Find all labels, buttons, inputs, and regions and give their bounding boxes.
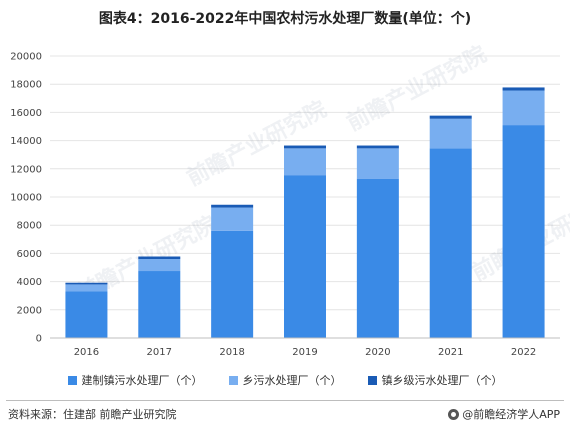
y-tick-label: 20000 <box>10 52 42 63</box>
bar-segment-2-2019 <box>284 145 326 149</box>
bar-segment-2-2021 <box>429 115 472 119</box>
bar-segment-2-2018 <box>211 204 254 208</box>
chart-title: 图表4：2016-2022年中国农村污水处理厂数量(单位：个) <box>98 11 472 27</box>
legend-label-township: 乡污水处理厂（个） <box>242 374 342 387</box>
bar-segment-0-2017 <box>138 271 181 338</box>
x-tick-label: 2016 <box>74 347 99 358</box>
footer-divider <box>6 400 564 401</box>
y-tick-label: 2000 <box>17 305 42 316</box>
x-axis-ticks: 2016 2017 2018 2019 2020 2021 2022 <box>74 347 537 358</box>
legend-label-town-township: 镇乡级污水处理厂（个） <box>381 374 503 387</box>
y-tick-label: 16000 <box>10 108 42 119</box>
qianzhan-logo-icon <box>448 408 460 420</box>
bar-segment-2-2020 <box>356 145 399 149</box>
x-tick-label: 2022 <box>511 347 536 358</box>
bar-segment-0-2019 <box>284 175 326 338</box>
bars-layer <box>65 87 545 338</box>
bar-segment-1-2021 <box>429 118 472 149</box>
y-axis-ticks: 0 2000 4000 6000 8000 10000 12000 14000 16000 180… <box>10 52 42 345</box>
bar-segment-0-2022 <box>502 125 545 338</box>
bar-segment-1-2017 <box>138 259 181 272</box>
brand-text: @前瞻经济学人APP <box>462 408 560 421</box>
legend-label-town: 建制镇污水处理厂（个） <box>81 374 203 387</box>
bar-segment-1-2022 <box>502 90 545 126</box>
x-tick-label: 2018 <box>219 347 244 358</box>
y-tick-label: 12000 <box>10 164 42 175</box>
x-tick-label: 2021 <box>438 347 463 358</box>
y-tick-label: 0 <box>36 334 42 345</box>
legend-item-township: 乡污水处理厂（个） <box>228 372 342 388</box>
bar-segment-1-2016 <box>65 284 108 292</box>
bar-segment-2-2017 <box>138 256 181 260</box>
x-tick-label: 2017 <box>147 347 172 358</box>
brand-credit: @前瞻经济学人APP <box>448 406 560 422</box>
legend: 建制镇污水处理厂（个） 乡污水处理厂（个） 镇乡级污水处理厂（个） <box>0 372 570 388</box>
source-note: 资料来源：住建部 前瞻产业研究院 <box>8 408 177 421</box>
bar-segment-2-2016 <box>65 282 108 285</box>
y-tick-label: 14000 <box>10 136 42 147</box>
y-tick-label: 8000 <box>17 221 42 232</box>
bar-segment-2-2022 <box>502 87 545 91</box>
bar-segment-0-2020 <box>356 178 399 338</box>
x-tick-label: 2020 <box>365 347 390 358</box>
legend-swatch-township <box>228 375 238 385</box>
y-tick-label: 4000 <box>17 277 42 288</box>
bar-segment-1-2019 <box>284 148 326 176</box>
legend-item-town-township: 镇乡级污水处理厂（个） <box>367 372 503 388</box>
x-tick-label: 2019 <box>292 347 317 358</box>
bar-segment-1-2020 <box>356 148 399 179</box>
bar-segment-1-2018 <box>211 207 254 231</box>
y-tick-label: 6000 <box>17 249 42 260</box>
bar-segment-0-2021 <box>429 148 472 338</box>
y-tick-label: 10000 <box>10 193 42 204</box>
bar-segment-0-2018 <box>211 230 254 338</box>
y-tick-label: 18000 <box>10 80 42 91</box>
legend-swatch-town <box>67 375 77 385</box>
bar-segment-0-2016 <box>65 291 108 338</box>
legend-swatch-town-township <box>367 375 377 385</box>
legend-item-town: 建制镇污水处理厂（个） <box>67 372 203 388</box>
